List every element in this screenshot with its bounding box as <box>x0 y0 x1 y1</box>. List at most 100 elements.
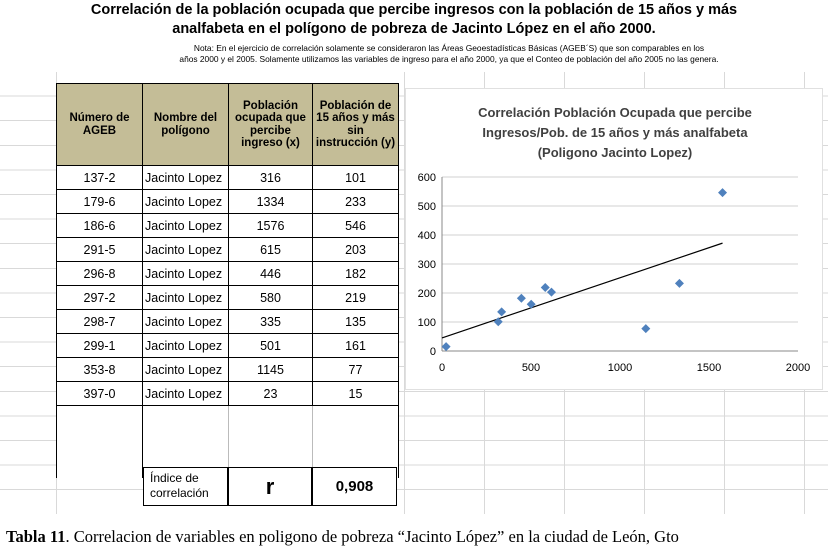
caption-text: . Correlacion de variables en poligono d… <box>65 527 679 546</box>
y-tick-label: 200 <box>418 288 436 300</box>
data-point <box>493 317 503 327</box>
y-tick-label: 300 <box>418 259 436 271</box>
cell-x: 1145 <box>228 357 313 382</box>
cell-nombre: Jacinto Lopez <box>142 381 229 406</box>
data-point <box>674 278 684 288</box>
table-row: 137-2 Jacinto Lopez 316 101 <box>56 165 399 190</box>
cell-ageb: 186-6 <box>56 213 143 238</box>
empty-row <box>56 429 399 454</box>
cell-x: 316 <box>228 165 313 190</box>
x-tick-label: 1500 <box>697 362 721 374</box>
cell-nombre: Jacinto Lopez <box>142 357 229 382</box>
data-point <box>540 282 550 292</box>
data-point <box>516 293 526 303</box>
cell-x: 580 <box>228 285 313 310</box>
cell-y: 77 <box>312 357 399 382</box>
y-tick-label: 100 <box>418 317 436 329</box>
chart-title-line: (Poligono Jacinto Lopez) <box>538 145 693 160</box>
y-tick-label: 600 <box>418 172 436 184</box>
cell-ageb: 291-5 <box>56 237 143 262</box>
cell-y: 546 <box>312 213 399 238</box>
cell-x: 501 <box>228 333 313 358</box>
cell-x: 615 <box>228 237 313 262</box>
table-row: 298-7 Jacinto Lopez 335 135 <box>56 309 399 334</box>
x-tick-label: 0 <box>439 362 445 374</box>
cell-nombre: Jacinto Lopez <box>142 213 229 238</box>
header-x: Población ocupada que percibe ingreso (x… <box>228 83 313 166</box>
cell-x: 446 <box>228 261 313 286</box>
cell-ageb: 137-2 <box>56 165 143 190</box>
correlation-label: Índice de correlación <box>143 467 228 506</box>
cell-nombre: Jacinto Lopez <box>142 309 229 334</box>
empty-cell <box>312 405 399 430</box>
grid-column-line <box>404 72 405 514</box>
cell-y: 101 <box>312 165 399 190</box>
empty-cell <box>312 429 399 454</box>
note-line-1: Nota: En el ejercicio de correlación sol… <box>193 43 705 53</box>
caption-label: Tabla 11 <box>6 527 66 546</box>
table-row: 186-6 Jacinto Lopez 1576 546 <box>56 213 399 238</box>
table-row: 397-0 Jacinto Lopez 23 15 <box>56 381 399 406</box>
cell-ageb: 353-8 <box>56 357 143 382</box>
cell-ageb: 297-2 <box>56 285 143 310</box>
empty-cell <box>56 405 143 430</box>
table-row: 291-5 Jacinto Lopez 615 203 <box>56 237 399 262</box>
cell-x: 335 <box>228 309 313 334</box>
cell-ageb: 179-6 <box>56 189 143 214</box>
data-point <box>441 342 451 352</box>
empty-cell <box>56 429 143 454</box>
header-nombre: Nombre del polígono <box>142 83 229 166</box>
cell-x: 23 <box>228 381 313 406</box>
cell-y: 135 <box>312 309 399 334</box>
cell-x: 1576 <box>228 213 313 238</box>
data-point <box>718 188 728 198</box>
cell-ageb: 299-1 <box>56 333 143 358</box>
chart-title-line: Correlación Población Ocupada que percib… <box>478 105 752 120</box>
cell-nombre: Jacinto Lopez <box>142 189 229 214</box>
table-row: 296-8 Jacinto Lopez 446 182 <box>56 261 399 286</box>
cell-y: 15 <box>312 381 399 406</box>
trendline <box>441 242 723 339</box>
x-tick-label: 1000 <box>608 362 632 374</box>
data-table: Número de AGEB Nombre del polígono Pobla… <box>56 83 399 478</box>
chart-svg: Correlación Población Ocupada que percib… <box>418 105 811 374</box>
cell-y: 219 <box>312 285 399 310</box>
data-point <box>546 287 556 297</box>
correlation-symbol: r <box>228 467 312 506</box>
cell-ageb: 397-0 <box>56 381 143 406</box>
y-tick-label: 400 <box>418 230 436 242</box>
cell-nombre: Jacinto Lopez <box>142 285 229 310</box>
empty-cell <box>228 405 313 430</box>
table-body: 137-2 Jacinto Lopez 316 101 179-6 Jacinto Lop… <box>56 165 399 478</box>
y-tick-label: 0 <box>430 346 436 358</box>
cell-nombre: Jacinto Lopez <box>142 333 229 358</box>
empty-cell <box>56 453 143 478</box>
table-row: 353-8 Jacinto Lopez 1145 77 <box>56 357 399 382</box>
cell-x: 1334 <box>228 189 313 214</box>
data-point <box>641 324 651 334</box>
table-row: 299-1 Jacinto Lopez 501 161 <box>56 333 399 358</box>
cell-y: 233 <box>312 189 399 214</box>
empty-cell <box>142 405 229 430</box>
cell-y: 203 <box>312 237 399 262</box>
cell-y: 182 <box>312 261 399 286</box>
table-row: 297-2 Jacinto Lopez 580 219 <box>56 285 399 310</box>
table-row: 179-6 Jacinto Lopez 1334 233 <box>56 189 399 214</box>
empty-row <box>56 405 399 430</box>
data-point <box>497 307 507 317</box>
title-line-2: analfabeta en el polígono de pobreza de … <box>172 21 656 37</box>
y-tick-label: 500 <box>418 201 436 213</box>
x-tick-label: 2000 <box>786 362 810 374</box>
cell-y: 161 <box>312 333 399 358</box>
note: Nota: En el ejercicio de correlación sol… <box>84 43 814 65</box>
cell-nombre: Jacinto Lopez <box>142 237 229 262</box>
cell-ageb: 298-7 <box>56 309 143 334</box>
empty-cell <box>228 429 313 454</box>
cell-nombre: Jacinto Lopez <box>142 165 229 190</box>
scatter-chart: Correlación Población Ocupada que percib… <box>405 88 823 390</box>
header-y: Población de 15 años y más sin instrucci… <box>312 83 399 166</box>
chart-title-line: Ingresos/Pob. de 15 años y más analfabet… <box>482 125 748 140</box>
title-line-1: Correlación de la población ocupada que … <box>90 2 738 18</box>
note-line-2: años 2000 y el 2005. Solamente utilizamo… <box>179 54 719 64</box>
x-tick-label: 500 <box>522 362 540 374</box>
